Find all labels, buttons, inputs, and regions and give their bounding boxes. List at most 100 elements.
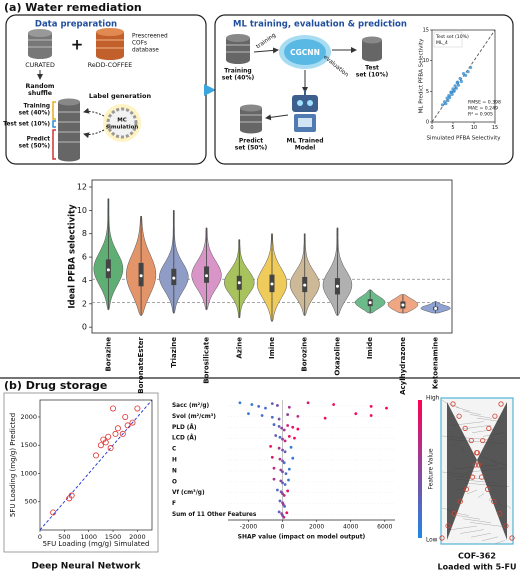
model-label: ML Trained xyxy=(286,138,323,145)
sim-label: MC xyxy=(117,118,127,124)
step-label: shuffle xyxy=(28,90,52,97)
shap-point xyxy=(250,403,254,406)
cof-atom xyxy=(491,498,497,505)
shap-point xyxy=(286,424,290,427)
x-tick-label: Triazine xyxy=(170,337,178,368)
panel-label: (b) Drug storage xyxy=(4,379,107,392)
point xyxy=(112,430,119,437)
shap-point xyxy=(282,461,286,465)
split-label: Training xyxy=(24,104,50,110)
shap-point xyxy=(291,425,295,429)
shap-point xyxy=(369,404,373,408)
y-tick-label: 10 xyxy=(77,206,87,215)
x-tick-label: 6000 xyxy=(377,524,392,531)
feature-label: Sum of 11 Other Features xyxy=(172,512,257,518)
shap-point xyxy=(278,499,282,503)
model-name: CGCNN xyxy=(290,48,320,57)
split-label: set (40%) xyxy=(222,75,255,82)
y-tick-label: 0 xyxy=(82,323,87,332)
colorbar xyxy=(418,400,422,538)
shap-point xyxy=(281,448,284,452)
cof-bond xyxy=(469,414,493,419)
feature-label: H xyxy=(172,458,177,464)
legend-title: Test set (10%) xyxy=(435,34,469,40)
cof-bond xyxy=(469,522,503,527)
point xyxy=(445,96,449,100)
shap-point xyxy=(270,455,274,459)
y-tick-label: 12 xyxy=(77,183,87,192)
cof-atom xyxy=(478,474,485,480)
shap-point xyxy=(247,412,250,416)
shap-point xyxy=(280,426,284,430)
y-tick-label: 15 xyxy=(423,28,429,34)
feature-label: Vf (cm³/g) xyxy=(172,489,205,496)
shap-point xyxy=(277,446,281,450)
cof-atom xyxy=(468,437,474,444)
box-title: ML training, evaluation & prediction xyxy=(233,20,407,30)
colorbar-low: Low xyxy=(426,538,438,544)
diagonal xyxy=(431,29,496,123)
shap-point xyxy=(272,423,276,426)
cof-atom xyxy=(439,535,445,541)
cof-atom xyxy=(498,401,504,407)
y-tick-label: 4 xyxy=(82,276,87,285)
db-note: Prescreened xyxy=(132,34,168,40)
shap-point xyxy=(296,414,300,418)
x-tick-label: 5 xyxy=(451,125,454,131)
shap-point xyxy=(385,406,388,410)
x-tick-label: -2000 xyxy=(240,524,258,531)
cof-bond xyxy=(492,540,506,545)
feature-label: Svol (m²/cm³) xyxy=(172,413,216,420)
x-tick-label: 500 xyxy=(58,533,70,541)
shap-point xyxy=(293,436,296,440)
shap-point xyxy=(291,456,295,460)
cof-bond xyxy=(462,518,492,523)
colorbar-label: Feature Value xyxy=(428,448,435,489)
shap-point xyxy=(332,403,336,406)
shap-point xyxy=(277,424,281,428)
shap-point xyxy=(278,457,282,461)
point xyxy=(469,65,473,70)
shap-point xyxy=(289,445,293,449)
shap-point xyxy=(281,437,284,441)
shap-point xyxy=(264,406,267,410)
shap-point xyxy=(281,481,284,485)
box-title: Data preparation xyxy=(35,20,117,30)
panel-label: (a) Water remediation xyxy=(4,1,142,14)
shap-point xyxy=(272,466,276,470)
shap-point xyxy=(260,414,264,417)
x-tick-label: 1000 xyxy=(80,533,97,541)
shap-point xyxy=(274,434,278,437)
legend-box xyxy=(433,31,463,48)
x-tick-label: 0 xyxy=(38,533,42,541)
point xyxy=(50,509,57,516)
shap-point xyxy=(278,435,282,439)
cof-bond xyxy=(470,533,492,538)
point xyxy=(450,92,454,96)
x-tick-label: 2000 xyxy=(309,524,324,531)
db-label: ReDD-COFFEE xyxy=(88,62,133,69)
feature-label: LCD (Å) xyxy=(172,435,197,442)
cof-bond xyxy=(466,489,478,495)
cof-bond xyxy=(455,407,471,412)
point xyxy=(93,452,100,459)
diagonal xyxy=(39,399,153,531)
shap-point xyxy=(286,413,290,416)
shap-point xyxy=(277,510,281,514)
point xyxy=(124,422,131,429)
shap-point xyxy=(282,494,286,497)
cof-atom xyxy=(475,462,482,468)
plot-border xyxy=(3,392,159,553)
x-tick-label: Acylhydrazone xyxy=(399,337,407,395)
stat-label: RMSE = 0.398 xyxy=(468,100,501,106)
shap-point xyxy=(276,488,279,492)
db-label: CURATED xyxy=(25,62,55,69)
db-note: COFs xyxy=(132,41,147,47)
point xyxy=(134,405,141,412)
cof-bond xyxy=(460,425,492,430)
cof-atom xyxy=(457,498,463,505)
shap-point xyxy=(369,414,373,417)
point xyxy=(466,70,470,74)
y-tick-label: 5 xyxy=(426,89,429,95)
y-axis-label: ML Predict PFBA Selectivity xyxy=(419,38,425,113)
